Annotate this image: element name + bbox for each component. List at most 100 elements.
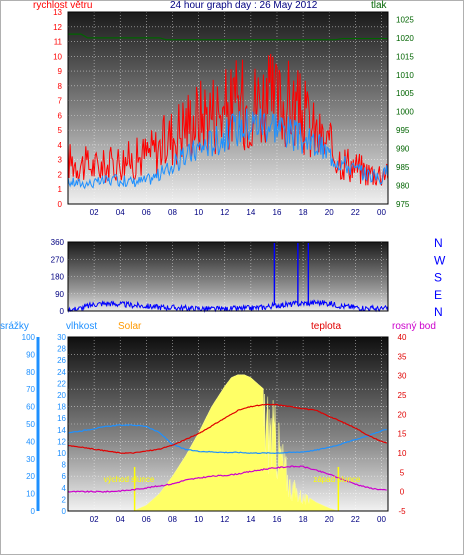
weather-x-tick-label: 12 xyxy=(220,515,229,524)
weather-x-tick-label: 20 xyxy=(325,515,334,524)
pressure-y-tick-label: 985 xyxy=(396,163,410,172)
wind-x-tick-label: 12 xyxy=(220,208,229,217)
direction-y-tick-label: 90 xyxy=(55,290,64,299)
rain-y-tick-label: 40 xyxy=(26,437,35,446)
rain-y-tick-label: 80 xyxy=(26,368,35,377)
rain-y-tick-label: 20 xyxy=(26,472,35,481)
humidity-axis-label: vlhkost xyxy=(66,321,98,332)
humidity-y-tick-label: 22 xyxy=(57,379,66,388)
humidity-y-tick-label: 8 xyxy=(62,461,67,470)
direction-y-tick-label: 360 xyxy=(51,238,65,247)
temperature-axis-label: teplota xyxy=(311,321,342,332)
temperature-y-tick-label: 5 xyxy=(400,468,405,477)
humidity-y-tick-label: 12 xyxy=(57,437,66,446)
rain-y-tick-label: 30 xyxy=(26,455,35,464)
direction-compass-label: N xyxy=(434,305,443,319)
humidity-y-tick-label: 10 xyxy=(57,449,66,458)
temperature-y-tick-label: 20 xyxy=(398,410,407,419)
wind-y-tick-label: 9 xyxy=(58,67,63,76)
wind-gust-series-line xyxy=(67,53,389,186)
temperature-series-line xyxy=(67,403,387,455)
wind-x-tick-label: 02 xyxy=(90,208,99,217)
pressure-y-tick-label: 1000 xyxy=(396,108,414,117)
humidity-y-tick-label: 2 xyxy=(62,495,67,504)
wind-y-tick-label: 4 xyxy=(58,141,63,150)
wind-y-tick-label: 11 xyxy=(54,38,63,47)
direction-y-tick-label: 0 xyxy=(60,307,65,316)
sunset-annotation: západ slunce xyxy=(313,475,361,484)
weather-panel-border xyxy=(67,336,389,512)
temperature-y-tick-label: 15 xyxy=(398,430,407,439)
wind-x-tick-label: 18 xyxy=(299,208,308,217)
wind-x-tick-label: 16 xyxy=(273,208,282,217)
solar-series-area xyxy=(133,374,339,512)
wind-y-tick-label: 2 xyxy=(58,170,63,179)
direction-compass-label: E xyxy=(434,288,442,302)
pressure-y-tick-label: 980 xyxy=(396,182,410,191)
temperature-y-tick-label: -5 xyxy=(398,507,406,516)
chart-title: 24 hour graph day : 26 May 2012 xyxy=(170,0,318,11)
pressure-y-tick-label: 1020 xyxy=(396,34,414,43)
humidity-y-tick-label: 20 xyxy=(57,391,66,400)
pressure-y-tick-label: 995 xyxy=(396,126,410,135)
temperature-y-tick-label: 40 xyxy=(398,333,407,342)
rain-y-tick-label: 0 xyxy=(31,507,36,516)
wind-panel-border xyxy=(67,11,389,205)
temperature-y-tick-label: 0 xyxy=(400,488,405,497)
rain-y-tick-label: 50 xyxy=(26,420,35,429)
temperature-y-tick-label: 10 xyxy=(398,449,407,458)
weather-x-tick-label: 02 xyxy=(90,515,99,524)
pressure-y-tick-label: 1005 xyxy=(396,89,414,98)
wind-x-tick-label: 04 xyxy=(116,208,125,217)
pressure-y-tick-label: 1015 xyxy=(396,52,414,61)
wind-x-tick-label: 08 xyxy=(168,208,177,217)
direction-compass-label: W xyxy=(434,253,446,267)
solar-axis-label: Solar xyxy=(118,321,142,332)
wind-average-series-line xyxy=(67,108,389,190)
wind-y-tick-label: 13 xyxy=(53,8,62,17)
direction-panel-border xyxy=(67,241,389,312)
temperature-y-tick-label: 35 xyxy=(398,352,407,361)
wind-y-tick-label: 8 xyxy=(58,82,63,91)
wind-x-tick-label: 10 xyxy=(194,208,203,217)
weather-x-tick-label: 04 xyxy=(116,515,125,524)
weather-x-tick-label: 06 xyxy=(142,515,151,524)
humidity-y-tick-label: 16 xyxy=(57,414,66,423)
wind-x-tick-label: 06 xyxy=(142,208,151,217)
direction-y-tick-label: 180 xyxy=(51,273,65,282)
dewpoint-series-line xyxy=(67,465,387,493)
pressure-y-tick-label: 975 xyxy=(396,200,410,209)
wind-y-tick-label: 5 xyxy=(58,126,63,135)
rain-y-tick-label: 100 xyxy=(22,333,36,342)
pressure-y-tick-label: 1025 xyxy=(396,15,414,24)
pressure-series-line xyxy=(68,33,388,41)
wind-y-tick-label: 7 xyxy=(58,97,63,106)
humidity-y-tick-label: 0 xyxy=(62,507,67,516)
rain-y-tick-label: 90 xyxy=(26,350,35,359)
humidity-y-tick-label: 6 xyxy=(62,472,67,481)
wind-y-tick-label: 12 xyxy=(53,23,62,32)
wind-y-tick-label: 3 xyxy=(58,156,63,165)
wind-y-tick-label: 6 xyxy=(58,111,63,120)
weather-x-tick-label: 08 xyxy=(168,515,177,524)
direction-compass-label: S xyxy=(434,271,442,285)
direction-y-tick-label: 270 xyxy=(51,255,65,264)
weather-x-tick-label: 18 xyxy=(299,515,308,524)
humidity-series-line xyxy=(67,423,387,455)
humidity-y-tick-label: 4 xyxy=(62,484,67,493)
wind-y-tick-label: 10 xyxy=(53,52,62,61)
weather-x-tick-label: 14 xyxy=(246,515,255,524)
pressure-y-tick-label: 1010 xyxy=(396,71,414,80)
wind-axis-label: rychlost větru xyxy=(33,0,93,11)
rain-axis-label: srážky xyxy=(0,321,29,332)
weather-x-tick-label: 16 xyxy=(273,515,282,524)
dewpoint-axis-label: rosný bod xyxy=(392,321,436,332)
wind-x-tick-label: 22 xyxy=(351,208,360,217)
wind-y-tick-label: 0 xyxy=(58,200,63,209)
weather-x-tick-label: 22 xyxy=(351,515,360,524)
humidity-y-tick-label: 14 xyxy=(57,426,66,435)
temperature-y-tick-label: 25 xyxy=(398,391,407,400)
wind-x-tick-label: 00 xyxy=(377,208,386,217)
wind-x-tick-label: 14 xyxy=(246,208,255,217)
